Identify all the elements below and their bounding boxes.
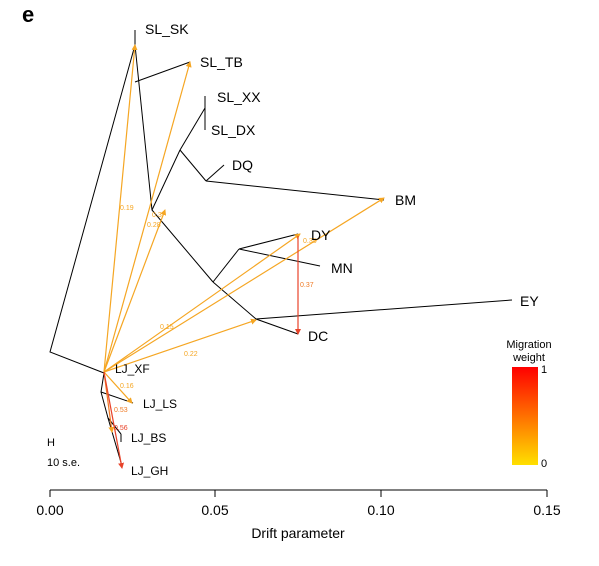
legend-gradient-bar [512, 367, 538, 465]
migration-weight-label: 0.56 [114, 425, 128, 432]
branch-main-upper [151, 149, 181, 211]
tip-label-mn: MN [331, 260, 353, 276]
branch-lower-spine [212, 281, 299, 335]
tip-label-dy: DY [311, 227, 331, 243]
tip-label-sl-tb: SL_TB [200, 54, 243, 70]
tip-label-dq: DQ [232, 157, 253, 173]
legend-title-line1: Migration [506, 339, 551, 351]
migration-weight-label: 0.37 [300, 282, 314, 289]
x-axis-title: Drift parameter [251, 525, 345, 541]
tip-label-dc: DC [308, 328, 328, 344]
branch-lj-ls [100, 391, 134, 404]
migration-edge-4 [103, 233, 301, 373]
migration-edge-6 [103, 318, 257, 373]
legend-max-label: 1 [541, 364, 547, 376]
x-axis [49, 489, 548, 497]
migration-edge-10 [103, 371, 125, 469]
migration-weight-label: 0.16 [120, 383, 134, 390]
migration-edge-1 [103, 44, 138, 373]
migration-weight-label: 0.3 [152, 212, 162, 219]
branch-root-sk [49, 30, 136, 374]
panel-letter: e [22, 2, 34, 27]
migration-weight-label: 0.53 [114, 407, 128, 414]
migration-weight-label: 0.28 [147, 222, 161, 229]
branch-upper-dq [179, 149, 207, 182]
migration-weight-label: 0.22 [184, 351, 198, 358]
branch-lower-dy-mn [212, 248, 240, 283]
branch-dq-stub [205, 164, 225, 182]
branch-upper-xx [179, 107, 206, 151]
tip-labels: SL_SK SL_TB SL_XX SL_DX DQ BM DY MN EY D… [115, 21, 539, 478]
migration-edge-3 [103, 209, 167, 373]
migration-edge-5 [103, 197, 385, 373]
tree-branches [49, 30, 513, 467]
legend-min-label: 0 [541, 458, 547, 470]
tip-label-lj-gh: LJ_GH [131, 464, 168, 478]
tip-label-lj-bs: LJ_BS [131, 431, 166, 445]
branch-mn [238, 248, 321, 267]
migration-weight-label: 0.35 [303, 238, 317, 245]
legend-title-line2: weight [512, 352, 545, 364]
migration-weight-label: 0.15 [160, 324, 174, 331]
x-axis-tick-labels: 0.00 0.05 0.10 0.15 [36, 502, 560, 518]
x-tick-label: 0.10 [367, 502, 394, 518]
tip-label-lj-ls: LJ_LS [143, 397, 177, 411]
branch-lj-spine [100, 372, 123, 467]
migration-edges [103, 44, 385, 469]
tip-label-ey: EY [520, 293, 539, 309]
tip-label-bm: BM [395, 192, 416, 208]
tip-label-sl-xx: SL_XX [217, 89, 261, 105]
branch-ey [255, 299, 513, 320]
branch-sk-tb [134, 61, 191, 83]
tip-label-sl-dx: SL_DX [211, 122, 256, 138]
migration-weight-labels: 0.19 0.3 0.28 0.35 0.37 0.15 0.22 0.16 0… [114, 205, 317, 432]
x-tick-label: 0.15 [533, 502, 560, 518]
x-tick-label: 0.05 [201, 502, 228, 518]
tip-label-sl-sk: SL_SK [145, 21, 189, 37]
branch-dy [238, 233, 299, 250]
migration-edge-8 [103, 371, 133, 404]
scale-bar-glyph: H [47, 437, 55, 449]
migration-weight-label: 0.19 [120, 205, 134, 212]
migration-weight-legend: Migration weight 1 0 [506, 339, 551, 470]
tip-label-lj-xf: LJ_XF [115, 362, 150, 376]
branch-dq-bm [205, 180, 385, 201]
migration-edge-2 [103, 61, 192, 373]
x-tick-label: 0.00 [36, 502, 63, 518]
scale-bar-label: 10 s.e. [47, 457, 80, 469]
